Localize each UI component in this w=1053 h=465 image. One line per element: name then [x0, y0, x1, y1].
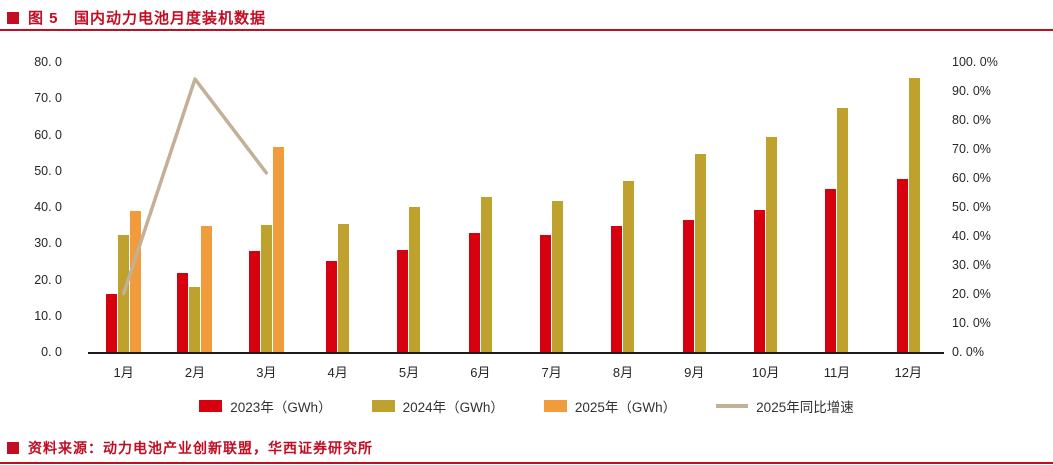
bar [908, 78, 920, 352]
legend-label: 2025年（GWh） [574, 400, 677, 415]
axis-tick-label: 40. 0 [34, 200, 62, 214]
x-tick-label: 1月 [113, 365, 134, 380]
x-tick-label: 12月 [894, 365, 922, 380]
footer-divider [0, 461, 1053, 464]
x-tick-label: 7月 [541, 365, 562, 380]
legend-item: 2025年同比增速 [716, 396, 854, 416]
source-text: 资料来源：动力电池产业创新联盟，华西证券研究所 [28, 440, 373, 456]
x-tick-label: 8月 [612, 365, 634, 380]
axis-tick-label: 20. 0% [952, 287, 991, 301]
axis-tick-label: 60. 0 [34, 127, 62, 142]
bar [896, 178, 908, 352]
axis-tick-label: 0. 0 [41, 345, 62, 359]
x-tick-label: 2月 [184, 365, 206, 380]
axis-tick-label: 40. 0% [952, 229, 991, 243]
axis-tick-label: 80. 0% [952, 113, 991, 127]
bar-group [159, 62, 230, 352]
bar [682, 220, 694, 352]
axis-tick-label: 80. 0 [34, 55, 62, 69]
bar-group [659, 62, 730, 352]
bar [272, 146, 284, 352]
bar [825, 189, 837, 352]
bar [623, 180, 635, 352]
bar [189, 286, 201, 352]
bar-group [231, 62, 302, 352]
legend-item: 2024年（GWh） [371, 396, 504, 416]
x-axis-labels: 1月 2月 3月 4月 5月 6月 7月 8月 9月 10月 11月 12月 [88, 362, 944, 381]
bar [552, 201, 564, 352]
bar [260, 225, 272, 352]
legend-label: 2023年（GWh） [230, 400, 332, 415]
bar [248, 251, 260, 352]
legend-item: 2025年（GWh） [543, 396, 677, 416]
axis-tick-label: 70. 0% [952, 142, 991, 156]
plot-area [88, 62, 944, 354]
bar [177, 272, 189, 352]
bar [468, 232, 480, 352]
legend-color-swatch [199, 400, 223, 412]
axis-tick-label: 30. 0% [952, 258, 991, 272]
figure-footer: 资料来源：动力电池产业创新联盟，华西证券研究所 [7, 438, 373, 458]
bar [106, 293, 118, 352]
right-axis: 0. 0% 10. 0% 20. 0% 30. 0% 40. 0% 50. 0% 60. 0… [952, 55, 1022, 359]
x-tick-label: 9月 [684, 365, 705, 380]
bar-groups [88, 62, 944, 352]
axis-tick-label: 90. 0% [952, 84, 991, 98]
bar-group [373, 62, 444, 352]
yoy-growth-line [88, 62, 944, 352]
bar-group [801, 62, 872, 352]
x-tick-label: 10月 [751, 365, 780, 380]
legend-color-swatch [543, 400, 567, 412]
bar [694, 154, 706, 352]
bar [540, 235, 552, 352]
title-bullet-icon [7, 11, 19, 24]
bar [338, 223, 350, 352]
bar [837, 108, 849, 352]
axis-tick-label: 50. 0% [952, 200, 991, 214]
bar [766, 137, 778, 352]
legend-label: 2024年（GWh） [402, 400, 504, 415]
axis-tick-label: 0. 0% [952, 345, 984, 359]
bar-group [302, 62, 373, 352]
x-tick-label: 6月 [470, 365, 491, 380]
chart: 0. 0 10. 0 20. 0 30. 0 40. 0 50. 0 60. 0 70. 0 8… [0, 55, 1053, 392]
source-bullet-icon [7, 442, 19, 454]
bar-group [587, 62, 658, 352]
bar [611, 225, 623, 352]
axis-tick-label: 10. 0 [34, 308, 62, 323]
x-tick-label: 11月 [823, 365, 851, 380]
x-tick-label: 5月 [398, 365, 420, 380]
legend-label: 2025年同比增速 [756, 400, 854, 415]
header-divider [0, 29, 1053, 31]
bar-group [516, 62, 587, 352]
bar [754, 209, 766, 352]
legend-color-swatch [371, 400, 395, 412]
bar-group [873, 62, 944, 352]
axis-tick-label: 10. 0% [952, 316, 991, 330]
legend-item: 2023年（GWh） [199, 396, 332, 416]
bar [409, 207, 421, 352]
figure-title: 图 5 国内动力电池月度装机数据 [28, 10, 267, 27]
axis-tick-label: 70. 0 [34, 91, 62, 106]
bar-group [730, 62, 801, 352]
axis-tick-label: 50. 0 [34, 163, 62, 178]
bar [480, 196, 492, 352]
bar-group [445, 62, 516, 352]
bar [201, 225, 213, 352]
axis-tick-label: 30. 0 [34, 236, 62, 251]
axis-tick-label: 100. 0% [952, 55, 998, 69]
x-tick-label: 3月 [256, 365, 277, 380]
left-axis: 0. 0 10. 0 20. 0 30. 0 40. 0 50. 0 60. 0 70. 0 8… [0, 55, 62, 359]
bar [326, 261, 338, 352]
bar [397, 249, 409, 352]
axis-tick-label: 60. 0% [952, 171, 991, 185]
figure-header: 图 5 国内动力电池月度装机数据 [7, 7, 266, 28]
bar [130, 211, 142, 352]
chart-legend: 2023年（GWh） 2024年（GWh） 2025年（GWh） 2025年同比增速 [0, 396, 1053, 416]
x-tick-label: 4月 [327, 365, 348, 380]
axis-tick-label: 20. 0 [34, 272, 62, 287]
legend-line-swatch [716, 404, 749, 408]
